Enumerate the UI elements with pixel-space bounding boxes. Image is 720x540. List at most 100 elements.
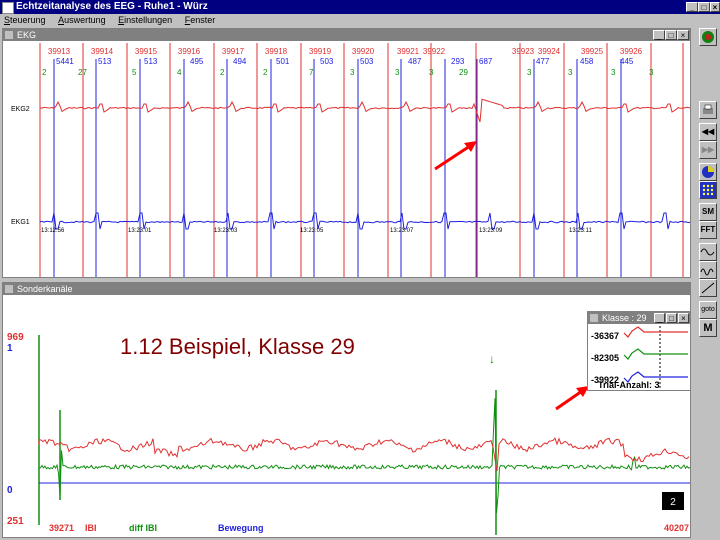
slide-caption: 1.12 Beispiel, Klasse 29 xyxy=(120,334,355,359)
beat-id-label: 39918 xyxy=(265,47,288,56)
app-icon[interactable] xyxy=(2,2,14,14)
rr-value-label: 513 xyxy=(98,57,112,66)
channel-label-ekg1: EKG1 xyxy=(11,219,30,226)
ekg-maximize-button[interactable]: □ xyxy=(665,30,677,40)
sm-button[interactable]: SM xyxy=(699,203,717,221)
y-axis-top-blue-label: 1 xyxy=(7,343,13,354)
maximize-button[interactable]: □ xyxy=(698,2,710,12)
window-icon xyxy=(590,314,598,322)
menubar: Steuerung Auswertung Einstellungen Fenst… xyxy=(0,14,720,27)
klasse-trace xyxy=(623,326,688,338)
annotation-arrow-head xyxy=(464,141,477,152)
rr-value-label: 495 xyxy=(190,57,204,66)
klasse-value-label: -39922 xyxy=(591,375,619,385)
klasse-window-title: Klasse : 29 xyxy=(602,313,647,323)
green-value-label: 3 xyxy=(395,68,400,77)
footer-left-value: 39271 xyxy=(49,523,74,533)
green-value-label: 3 xyxy=(649,68,654,77)
goto-button[interactable]: goto xyxy=(699,301,717,319)
beat-id-label: 39916 xyxy=(178,47,201,56)
sonder-window[interactable]: Sonderkanäle 969 1 0 251 ↓ 39271 IBI diff IBI Be… xyxy=(2,282,691,538)
klasse-maximize-button[interactable]: □ xyxy=(666,313,677,323)
rewind-icon[interactable]: ◀◀ xyxy=(699,123,717,141)
y-axis-bottom-red-label: 251 xyxy=(7,516,24,527)
beat-id-label: 39920 xyxy=(352,47,375,56)
beat-id-label: 39926 xyxy=(620,47,643,56)
rr-value-label: 445 xyxy=(620,57,634,66)
wave2-icon[interactable] xyxy=(699,261,717,279)
rr-value-label: 458 xyxy=(580,57,594,66)
timestamp-label: 13:23:05 xyxy=(300,228,324,234)
rr-value-label: 687 xyxy=(479,57,493,66)
beat-id-label: 39924 xyxy=(538,47,561,56)
annotation-arrow xyxy=(434,142,474,171)
ibi-trace xyxy=(38,437,690,472)
ekg-minimize-button[interactable]: _ xyxy=(653,30,665,40)
green-value-label: 4 xyxy=(177,68,182,77)
green-value-label: 7 xyxy=(309,68,314,77)
menu-steuerung[interactable]: Steuerung xyxy=(4,15,46,25)
menu-fenster[interactable]: Fenster xyxy=(184,15,216,25)
app-titlebar: Echtzeitanalyse des EEG - Ruhe1 - Würz _… xyxy=(0,0,720,14)
beat-id-label: 39925 xyxy=(581,47,604,56)
green-value-label: 3 xyxy=(527,68,532,77)
green-value-label: 27 xyxy=(78,68,87,77)
beat-id-label: 39922 xyxy=(423,47,446,56)
m-button[interactable]: M xyxy=(699,319,717,337)
klasse-minimize-button[interactable]: _ xyxy=(654,313,665,323)
fft-button[interactable]: FFT xyxy=(699,221,717,239)
footer-ibi-label: IBI xyxy=(85,523,97,533)
rr-value-label: 501 xyxy=(276,57,290,66)
timestamp-label: 13:23:09 xyxy=(479,228,503,234)
minimize-button[interactable]: _ xyxy=(686,2,698,12)
rr-value-label: 5441 xyxy=(56,57,74,66)
ekg2-trace xyxy=(39,98,690,123)
grid-icon[interactable] xyxy=(699,181,717,199)
line-icon[interactable] xyxy=(699,279,717,297)
trial-count-label: Trial-Anzahl: 3 xyxy=(598,380,660,390)
timestamp-label: 13:23:07 xyxy=(390,228,414,234)
green-value-label: 3 xyxy=(350,68,355,77)
green-value-label: 3 xyxy=(568,68,573,77)
klasse-trace xyxy=(623,371,688,383)
beat-id-label: 39919 xyxy=(309,47,332,56)
annotation-arrow-head xyxy=(576,386,589,397)
window-icon xyxy=(5,31,13,39)
rr-value-label: 503 xyxy=(320,57,334,66)
channel-label-ekg2: EKG2 xyxy=(11,106,30,113)
klasse-close-button[interactable]: × xyxy=(678,313,689,323)
green-value-label: 29 xyxy=(459,68,468,77)
beat-id-label: 39915 xyxy=(135,47,158,56)
globe-icon[interactable] xyxy=(699,28,717,46)
page-number-box xyxy=(662,492,684,510)
printer-icon[interactable] xyxy=(699,101,717,119)
timestamp-label: 13:23:11 xyxy=(569,228,593,234)
y-axis-zero-label: 0 xyxy=(7,485,13,496)
green-value-label: 3 xyxy=(611,68,616,77)
green-value-label: 3 xyxy=(429,68,434,77)
klasse-window[interactable]: Klasse : 29 _ □ × -36367 -82305 -39922 Tria… xyxy=(587,311,691,391)
green-value-label: 2 xyxy=(220,68,225,77)
sonder-window-title: Sonderkanäle xyxy=(17,284,73,294)
color-wheel-icon[interactable] xyxy=(699,163,717,181)
wave-icon[interactable] xyxy=(699,243,717,261)
rr-value-label: 293 xyxy=(451,57,465,66)
sonder-window-titlebar: Sonderkanäle xyxy=(3,283,690,295)
rr-value-label: 477 xyxy=(536,57,550,66)
timestamp-label: 13:23:01 xyxy=(128,228,152,234)
rr-value-label: 487 xyxy=(408,57,422,66)
event-arrow-marker: ↓ xyxy=(489,352,495,366)
close-button[interactable]: × xyxy=(710,2,720,12)
forward-icon[interactable]: ▶▶ xyxy=(699,141,717,159)
ekg-window-title: EKG xyxy=(17,30,37,40)
klasse-value-label: -82305 xyxy=(591,353,619,363)
menu-auswertung[interactable]: Auswertung xyxy=(58,15,106,25)
app-title: Echtzeitanalyse des EEG - Ruhe1 - Würz xyxy=(16,1,208,12)
menu-einstellungen[interactable]: Einstellungen xyxy=(118,15,173,25)
right-toolbar: ◀◀ ▶▶ SM FFT goto M xyxy=(697,27,720,540)
ekg-window[interactable]: EKG _ □ × 39913 39914 39915 39916 39917 39918… xyxy=(2,28,691,278)
ekg-close-button[interactable]: × xyxy=(677,30,689,40)
ekg-window-titlebar: EKG _ □ × xyxy=(3,29,690,41)
